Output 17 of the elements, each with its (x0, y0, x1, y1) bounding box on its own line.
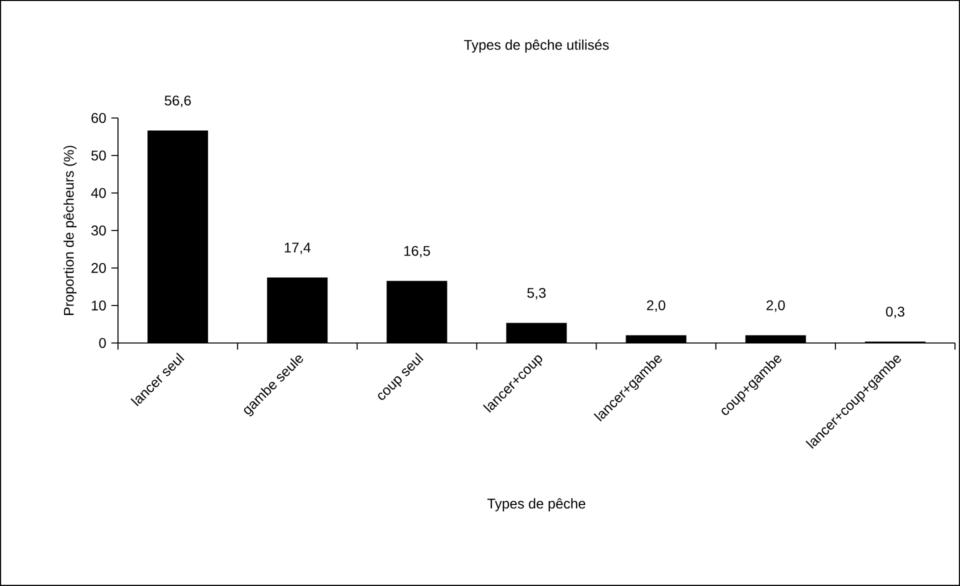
data-label: 16,5 (404, 246, 430, 258)
data-label: 5,3 (527, 288, 546, 300)
y-axis-title: Proportion de pêcheurs (%) (63, 146, 77, 315)
y-tick-label: 20 (92, 263, 106, 273)
data-label: 2,0 (766, 300, 785, 312)
chart-title: Types de pêche utilisés (464, 39, 609, 53)
y-tick-label: 50 (91, 150, 106, 160)
y-tick-label: 40 (91, 188, 106, 198)
y-tick-label: 10 (92, 300, 106, 310)
data-label: 2,0 (647, 300, 666, 312)
data-label: 17,4 (284, 242, 311, 254)
y-tick-label: 60 (92, 113, 106, 123)
data-label: 56,6 (164, 96, 191, 108)
data-label: 0,3 (886, 306, 904, 318)
x-axis-title: Types de pêche (487, 498, 586, 512)
y-tick-label: 30 (91, 226, 106, 236)
y-tick-label: 0 (99, 338, 106, 348)
